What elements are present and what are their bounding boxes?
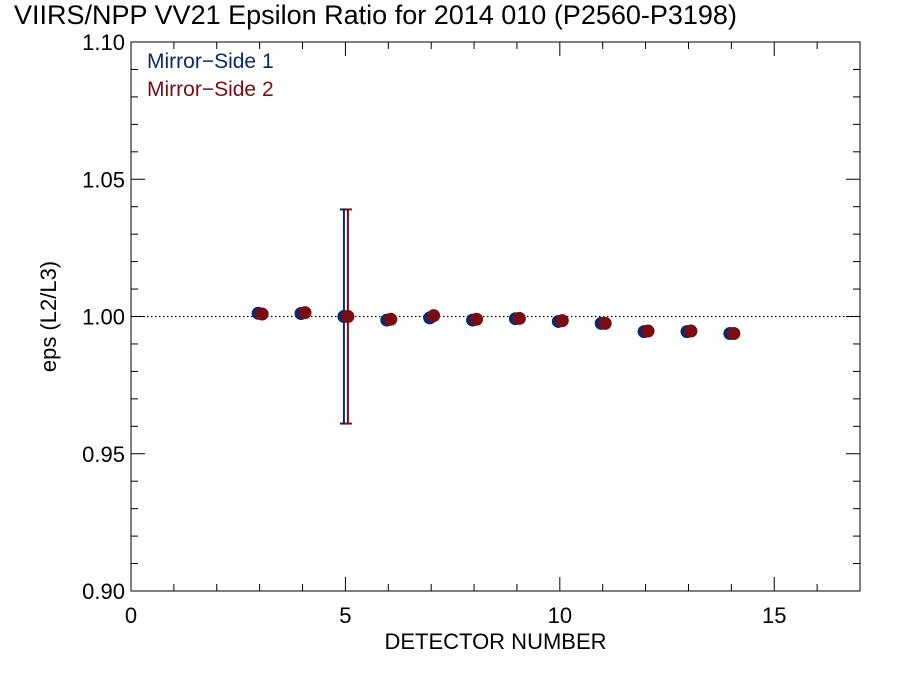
x-tick-label: 10 bbox=[548, 603, 572, 628]
legend: Mirror−Side 1 Mirror−Side 2 bbox=[147, 50, 274, 101]
plot-frame bbox=[130, 41, 861, 592]
data-point bbox=[598, 316, 612, 330]
data-point bbox=[384, 312, 398, 326]
data-point bbox=[255, 307, 269, 321]
x-axis-label: DETECTOR NUMBER bbox=[384, 629, 606, 654]
x-tick-label: 15 bbox=[762, 603, 786, 628]
y-tick-label: 1.00 bbox=[82, 305, 125, 330]
y-tick-label: 1.10 bbox=[82, 30, 125, 55]
x-tick-label: 5 bbox=[339, 603, 351, 628]
legend-entry: Mirror−Side 2 bbox=[147, 78, 274, 101]
data-point bbox=[470, 312, 484, 326]
y-tick-label: 1.05 bbox=[82, 167, 125, 192]
data-point bbox=[427, 309, 441, 323]
data-point bbox=[555, 314, 569, 328]
data-point bbox=[512, 311, 526, 325]
data-point bbox=[727, 327, 741, 341]
legend-entry: Mirror−Side 1 bbox=[147, 50, 274, 73]
data-point bbox=[684, 324, 698, 338]
y-tick-label: 0.90 bbox=[82, 579, 125, 604]
tick-labels: 0 5 10 15 0.90 0.95 1.00 1.05 1.10 bbox=[82, 30, 786, 628]
y-tick-label: 0.95 bbox=[82, 442, 125, 467]
x-tick-label: 0 bbox=[125, 603, 137, 628]
chart-title: VIIRS/NPP VV21 Epsilon Ratio for 2014 01… bbox=[14, 0, 737, 30]
y-axis-label: eps (L2/L3) bbox=[36, 261, 61, 372]
data-points bbox=[251, 306, 741, 341]
data-point bbox=[298, 306, 312, 320]
data-point bbox=[341, 310, 355, 323]
data-point bbox=[641, 324, 655, 338]
